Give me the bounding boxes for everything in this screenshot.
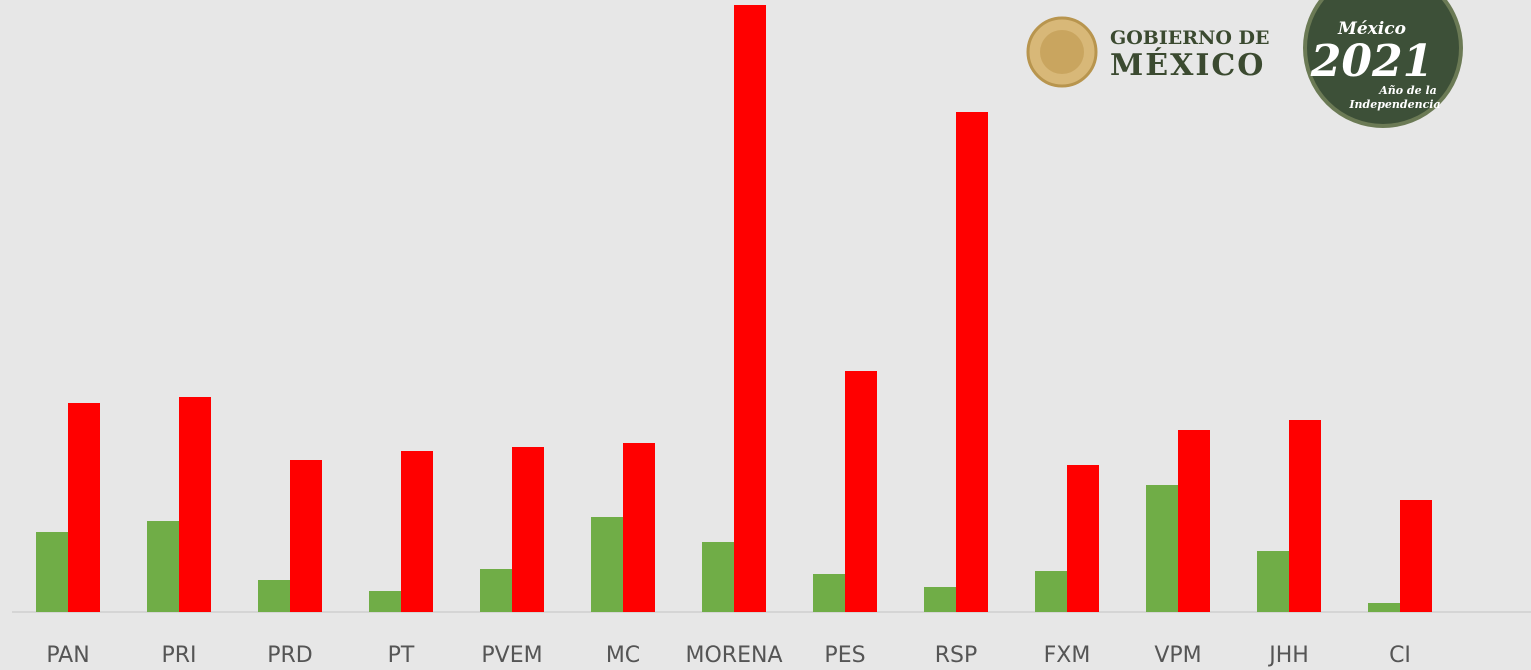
logo-text: MÉXICO: [1110, 47, 1265, 83]
bar: [813, 574, 845, 612]
bar: [623, 443, 655, 612]
shadow: [0, 0, 70, 415]
bar: [1067, 465, 1099, 612]
x-tick-label: PES: [824, 643, 865, 668]
x-tick-label: MC: [606, 643, 640, 668]
bar: [956, 112, 988, 612]
bar: [1400, 500, 1432, 612]
badge-circle: [1303, 0, 1463, 128]
bar: [36, 532, 68, 612]
x-tick-label: CI: [1389, 643, 1411, 668]
bar: [1257, 551, 1289, 612]
bar: [591, 517, 623, 612]
gob-logo: GOBIERNO DE MÉXICO: [1026, 16, 1270, 88]
bar: [1146, 485, 1178, 612]
x-tick-label: VPM: [1154, 643, 1201, 668]
emblem-inner: [1040, 30, 1084, 74]
bar: [512, 447, 544, 612]
bar: [1289, 420, 1321, 612]
bar: [924, 587, 956, 612]
badge-text: Año de la: [1378, 84, 1437, 97]
bar: [1368, 603, 1400, 612]
bar: [258, 580, 290, 612]
x-tick-label: JHH: [1267, 643, 1309, 668]
badge-text: 2021: [1310, 36, 1433, 87]
bar: [845, 371, 877, 612]
bar: [401, 451, 433, 612]
bar: [68, 403, 100, 612]
bar: [290, 460, 322, 612]
bar: [1178, 430, 1210, 612]
x-tick-label: PRD: [267, 643, 313, 668]
x-tick-label: PVEM: [481, 643, 542, 668]
badge: México 2021 Año de la Independencia: [1303, 0, 1463, 128]
bar: [147, 521, 179, 612]
bar: [734, 5, 766, 612]
badge-text: México: [1337, 19, 1406, 39]
x-tick-label: FXM: [1044, 643, 1091, 668]
x-tick-label: RSP: [935, 643, 978, 668]
bar: [480, 569, 512, 612]
bar: [1035, 571, 1067, 612]
x-tick-label: PAN: [46, 643, 89, 668]
bar: [702, 542, 734, 612]
x-tick-label: MORENA: [686, 643, 783, 668]
bar: [179, 397, 211, 612]
x-tick-label: PRI: [161, 643, 196, 668]
logo-text: GOBIERNO DE: [1110, 27, 1270, 49]
x-tick-label: PT: [388, 643, 415, 668]
bar: [369, 591, 401, 612]
badge-text: Independencia: [1348, 98, 1440, 111]
